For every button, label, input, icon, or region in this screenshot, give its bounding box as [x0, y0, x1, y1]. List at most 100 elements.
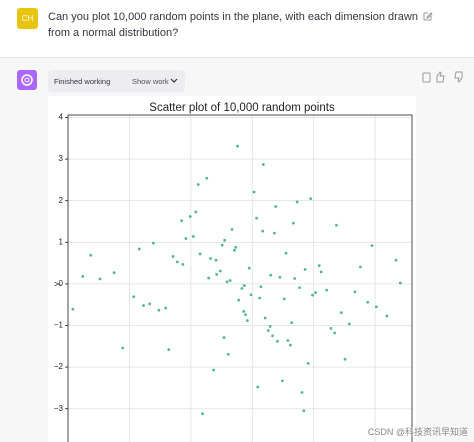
figure-background	[48, 96, 416, 442]
y-tick-label: −1	[54, 321, 64, 330]
point	[151, 241, 155, 245]
point	[366, 300, 370, 304]
point	[81, 275, 85, 278]
point	[353, 290, 357, 294]
y-tick-label: 4	[59, 113, 64, 122]
point	[220, 243, 224, 247]
point	[309, 197, 313, 201]
point	[256, 385, 260, 389]
point	[343, 357, 347, 361]
point	[242, 309, 246, 313]
point	[180, 219, 184, 223]
y-tick-label: −3	[54, 404, 64, 413]
point	[209, 257, 212, 260]
point	[240, 287, 244, 290]
show-work-button[interactable]: Show work	[132, 77, 169, 86]
point	[233, 248, 236, 252]
point	[244, 313, 247, 317]
point	[148, 302, 152, 306]
point	[295, 200, 299, 204]
point	[261, 163, 265, 166]
point	[112, 271, 116, 275]
plot-frame	[67, 114, 413, 442]
point	[385, 314, 389, 318]
point	[223, 238, 227, 242]
point	[167, 348, 171, 352]
point	[317, 264, 321, 268]
point	[293, 277, 297, 280]
y-tick-label: 1	[59, 237, 64, 246]
chart: Scatter plot of 10,000 random points y −…	[48, 96, 416, 442]
chevron[interactable]	[170, 77, 178, 85]
point	[398, 281, 402, 285]
point	[284, 251, 288, 255]
assistant-logo	[21, 74, 33, 86]
point	[319, 270, 323, 274]
point	[303, 267, 307, 271]
point	[266, 329, 270, 332]
point	[306, 361, 310, 365]
assistant-avatar	[17, 70, 37, 90]
point	[280, 379, 284, 383]
point	[290, 321, 293, 324]
watermark: CSDN @科技资讯早知道	[367, 427, 468, 437]
point	[191, 235, 195, 238]
point	[271, 334, 274, 338]
work-status: Finished working Show work	[48, 70, 185, 92]
point	[339, 311, 343, 315]
y-axis-label: y	[52, 282, 61, 286]
edit-icon[interactable]	[422, 10, 434, 22]
point	[230, 228, 234, 231]
feedback-icons[interactable]	[421, 71, 471, 83]
point	[286, 339, 290, 342]
user-message: Can you plot 10,000 random points in the…	[48, 11, 418, 39]
point	[249, 293, 253, 297]
point	[278, 275, 282, 279]
point	[207, 276, 211, 280]
point	[188, 215, 192, 218]
point	[201, 412, 204, 416]
point	[184, 237, 188, 240]
point	[252, 190, 256, 194]
point	[237, 298, 241, 302]
point	[212, 368, 215, 372]
point	[245, 319, 249, 322]
user-message-row: CH Can you plot 10,000 random points in …	[0, 0, 474, 58]
point	[132, 295, 136, 299]
point	[276, 339, 279, 343]
point	[263, 316, 267, 320]
point	[222, 336, 226, 339]
point	[394, 258, 398, 262]
point	[196, 183, 200, 186]
point	[205, 176, 209, 180]
point	[225, 280, 229, 284]
point	[198, 252, 202, 256]
point	[142, 304, 145, 307]
point	[300, 391, 304, 394]
point	[214, 258, 218, 262]
point	[259, 285, 263, 289]
status-text: Finished working	[54, 77, 111, 86]
point	[274, 205, 278, 208]
y-tick-label: −2	[54, 362, 64, 371]
point	[359, 265, 362, 269]
point	[314, 291, 317, 295]
point	[234, 245, 238, 249]
point	[273, 231, 276, 235]
point	[282, 297, 286, 301]
point	[329, 327, 333, 330]
y-tick-label: 2	[59, 196, 64, 205]
point	[164, 306, 168, 310]
point	[181, 262, 185, 266]
point	[228, 279, 232, 282]
point	[374, 305, 378, 309]
point	[335, 223, 338, 227]
point	[215, 272, 219, 276]
point	[71, 307, 75, 311]
point	[258, 296, 262, 300]
point	[89, 253, 93, 257]
point	[325, 288, 329, 292]
point	[218, 269, 222, 273]
point	[194, 210, 198, 214]
